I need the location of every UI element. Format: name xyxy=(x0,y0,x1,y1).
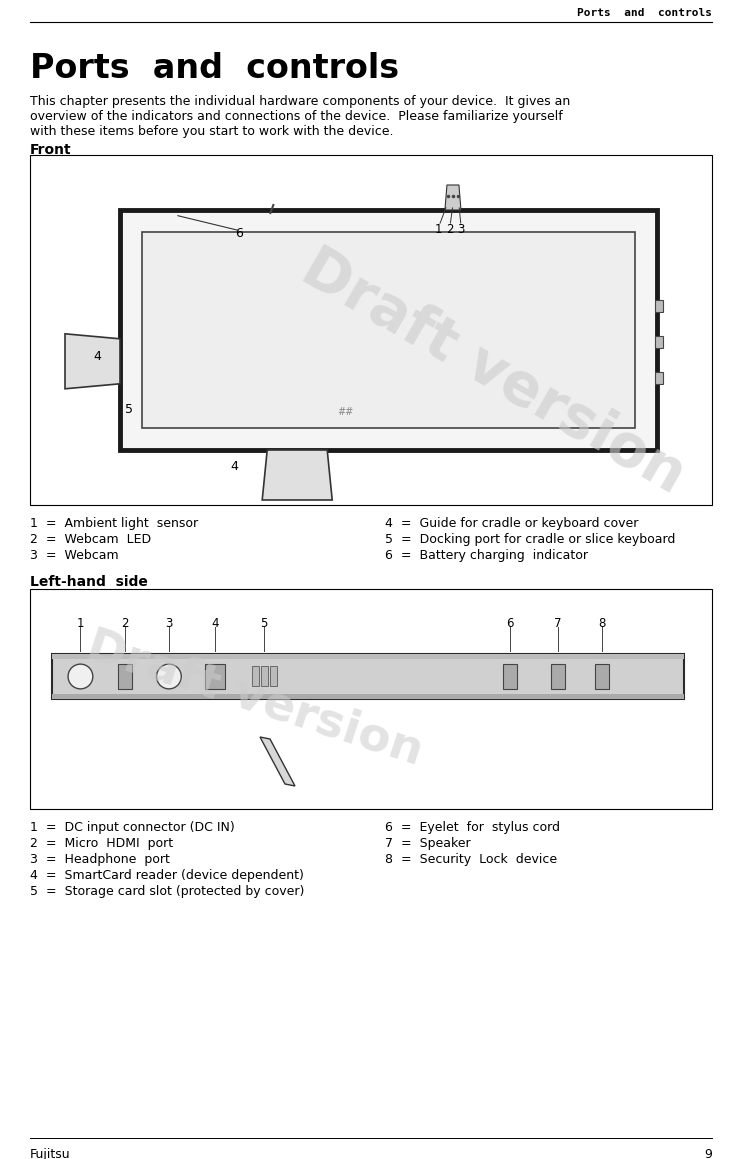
Circle shape xyxy=(68,664,93,688)
Bar xyxy=(30,589,712,809)
Text: 5  =  Docking port for cradle or slice keyboard: 5 = Docking port for cradle or slice key… xyxy=(385,533,675,546)
Text: 2: 2 xyxy=(121,617,128,630)
Bar xyxy=(260,666,268,686)
Bar xyxy=(655,372,663,384)
Text: 5  =  Storage card slot (protected by cover): 5 = Storage card slot (protected by cove… xyxy=(30,885,304,898)
Text: 5: 5 xyxy=(260,617,267,630)
Bar xyxy=(270,666,277,686)
Bar xyxy=(655,300,663,312)
Text: 4: 4 xyxy=(211,617,219,630)
Text: 3: 3 xyxy=(165,617,173,630)
Bar xyxy=(551,664,565,688)
Circle shape xyxy=(157,664,181,688)
Text: Fujitsu: Fujitsu xyxy=(30,1149,70,1159)
Text: Front: Front xyxy=(30,143,72,156)
Text: Ports  and  controls: Ports and controls xyxy=(30,52,399,85)
Polygon shape xyxy=(262,450,332,500)
Text: 4  =  SmartCard reader (device dependent): 4 = SmartCard reader (device dependent) xyxy=(30,869,304,882)
Text: 4: 4 xyxy=(93,350,101,363)
Bar xyxy=(52,694,684,699)
Bar xyxy=(118,664,131,688)
Bar xyxy=(142,232,635,428)
Text: with these items before you start to work with the device.: with these items before you start to wor… xyxy=(30,125,393,138)
Text: 1: 1 xyxy=(435,223,442,236)
Bar xyxy=(120,210,657,450)
Text: 8  =  Security  Lock  device: 8 = Security Lock device xyxy=(385,853,557,866)
Text: 5: 5 xyxy=(125,403,133,416)
Text: 7  =  Speaker: 7 = Speaker xyxy=(385,837,470,850)
Text: 1: 1 xyxy=(76,617,84,630)
Bar xyxy=(52,654,684,659)
Text: 3  =  Headphone  port: 3 = Headphone port xyxy=(30,853,170,866)
Polygon shape xyxy=(260,737,295,786)
Text: overview of the indicators and connections of the device.  Please familiarize yo: overview of the indicators and connectio… xyxy=(30,110,562,123)
Text: 1  =  Ambient light  sensor: 1 = Ambient light sensor xyxy=(30,517,198,530)
Text: 6: 6 xyxy=(235,227,243,240)
Polygon shape xyxy=(445,185,461,210)
Text: 7: 7 xyxy=(554,617,562,630)
Bar xyxy=(205,664,225,688)
Bar xyxy=(655,336,663,348)
Text: This chapter presents the individual hardware components of your device.  It giv: This chapter presents the individual har… xyxy=(30,95,571,108)
Text: 6: 6 xyxy=(507,617,514,630)
Text: 6  =  Battery charging  indicator: 6 = Battery charging indicator xyxy=(385,549,588,562)
Bar xyxy=(30,155,712,505)
Bar xyxy=(595,664,609,688)
Text: 1  =  DC input connector (DC IN): 1 = DC input connector (DC IN) xyxy=(30,821,234,834)
Polygon shape xyxy=(65,334,120,388)
Text: 3  =  Webcam: 3 = Webcam xyxy=(30,549,119,562)
Text: Draft version: Draft version xyxy=(292,239,695,505)
Text: ##: ## xyxy=(338,407,354,417)
Text: Draft version: Draft version xyxy=(82,624,429,774)
Text: 8: 8 xyxy=(598,617,605,630)
Text: Left-hand  side: Left-hand side xyxy=(30,575,148,589)
Text: 2: 2 xyxy=(446,223,453,236)
Text: 4: 4 xyxy=(230,460,238,473)
Text: Ports  and  controls: Ports and controls xyxy=(577,8,712,19)
Text: 6  =  Eyelet  for  stylus cord: 6 = Eyelet for stylus cord xyxy=(385,821,560,834)
Text: 4  =  Guide for cradle or keyboard cover: 4 = Guide for cradle or keyboard cover xyxy=(385,517,638,530)
Bar xyxy=(252,666,259,686)
Text: 9: 9 xyxy=(704,1149,712,1159)
Text: 2  =  Micro  HDMI  port: 2 = Micro HDMI port xyxy=(30,837,173,850)
Bar xyxy=(52,654,684,699)
Text: 2  =  Webcam  LED: 2 = Webcam LED xyxy=(30,533,151,546)
Bar xyxy=(503,664,517,688)
Text: 3: 3 xyxy=(457,223,464,236)
